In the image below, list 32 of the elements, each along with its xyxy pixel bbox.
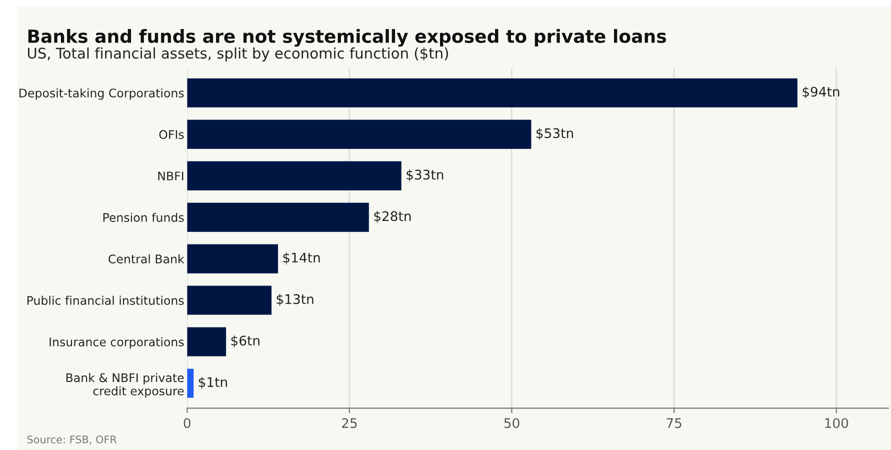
data-label: $28tn (374, 210, 411, 223)
y-tick-label: Deposit-taking Corporations (20, 88, 184, 100)
bar (187, 286, 272, 315)
x-tick-label: 50 (504, 418, 520, 428)
y-tick-label: Pension funds (103, 212, 184, 222)
y-tick-label: Central Bank (108, 254, 184, 264)
y-tick-label: NBFI (158, 172, 184, 180)
bar (187, 327, 226, 356)
data-label: $1tn (198, 376, 227, 389)
bar (187, 202, 369, 232)
bar (187, 368, 194, 398)
x-tick-label: 0 (184, 418, 190, 428)
chart-subtitle: US, Total financial assets, split by economic function ($tn) (28, 47, 448, 62)
bar (187, 120, 532, 149)
bar (187, 244, 278, 274)
data-label: $53tn (536, 128, 573, 140)
bar (187, 78, 798, 108)
data-label: $94tn (802, 86, 840, 98)
bar (187, 161, 402, 190)
data-label: $6tn (231, 335, 260, 348)
chart-title: Banks and funds are not systemically exposed to private loans (28, 29, 666, 47)
data-label: $14tn (283, 252, 320, 264)
data-label: $33tn (406, 169, 444, 182)
y-tick-label: Insurance corporations (50, 337, 184, 349)
y-tick-label: Public financial institutions (27, 296, 184, 305)
y-tick-label: Bank & NBFI private credit exposure (66, 373, 184, 398)
data-label: $13tn (276, 294, 314, 306)
x-tick-label: 25 (342, 418, 357, 428)
x-tick-label: 100 (825, 418, 848, 428)
source-note: Source: FSB, OFR (27, 436, 117, 444)
y-tick-label: OFIs (159, 130, 184, 139)
x-tick-label: 75 (666, 418, 682, 428)
